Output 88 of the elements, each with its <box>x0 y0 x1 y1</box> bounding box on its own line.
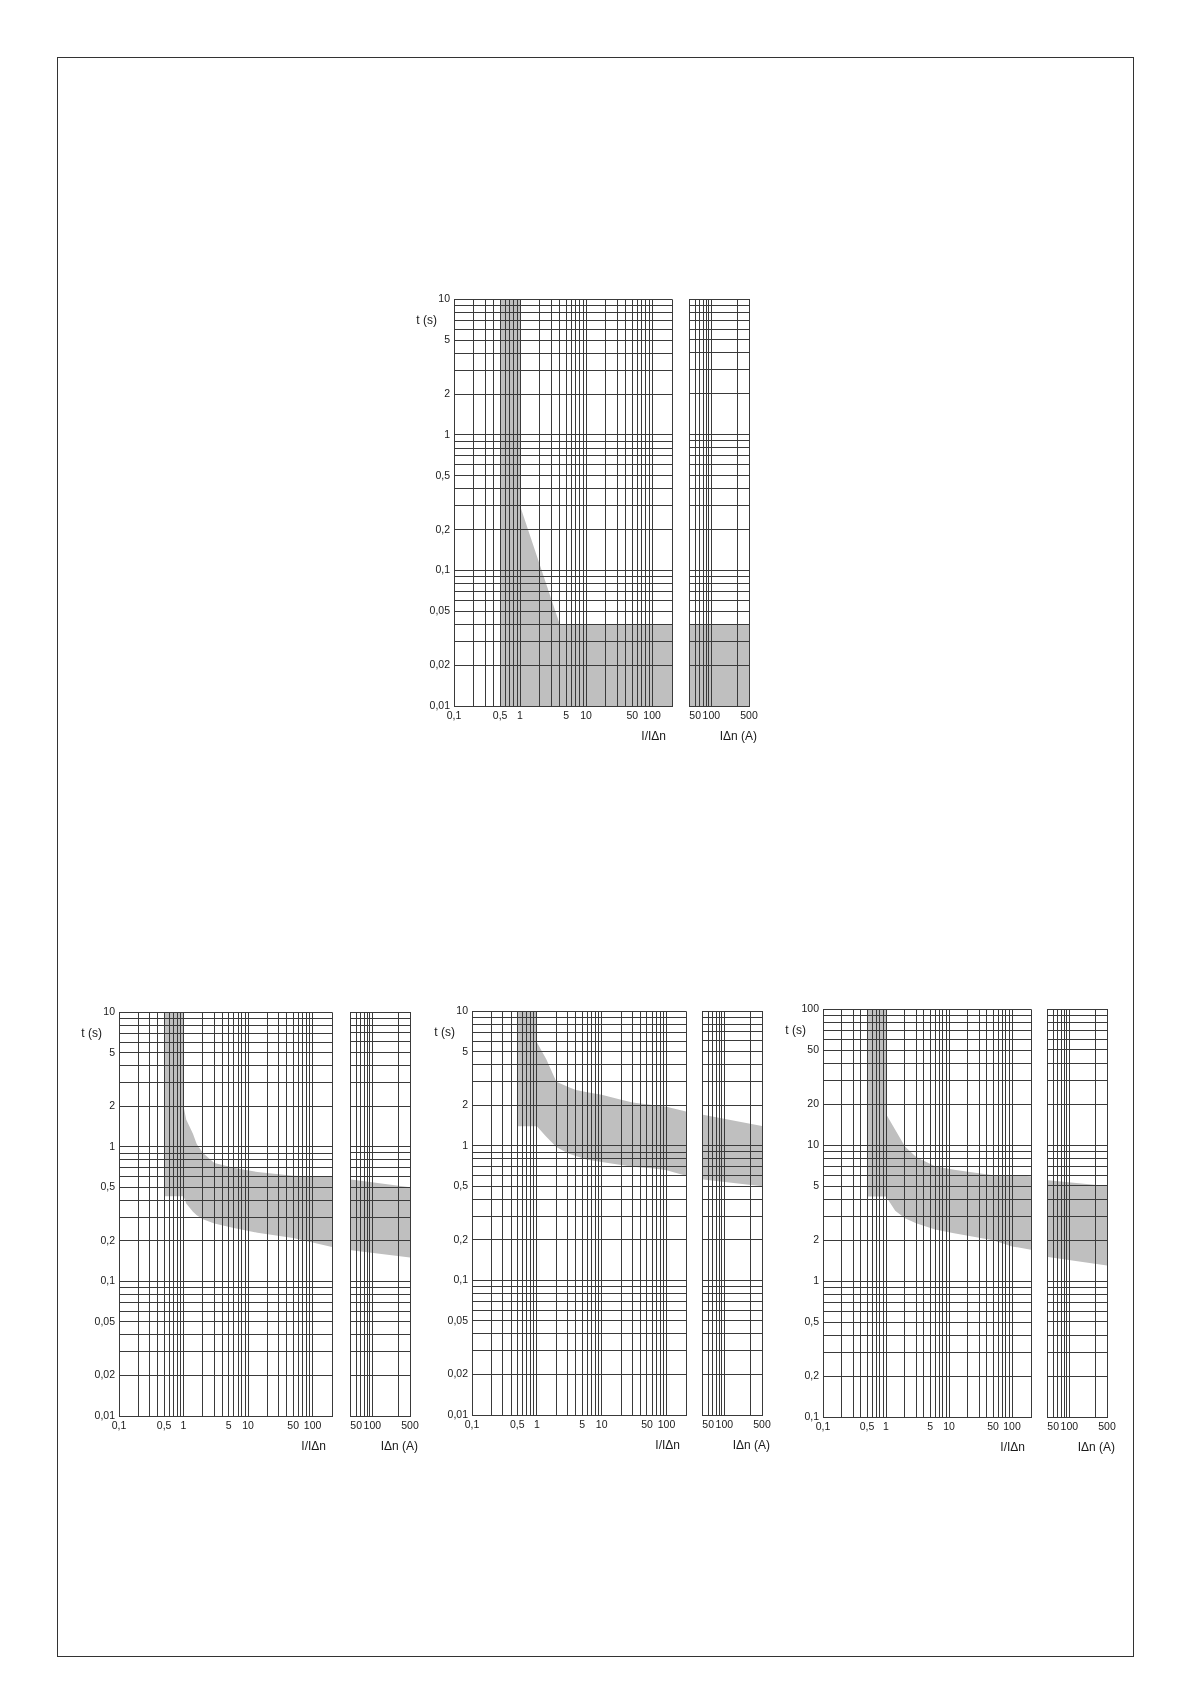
y-tick-label: 0,05 <box>94 1314 116 1327</box>
y-tick-label: 5 <box>109 1045 116 1058</box>
x-axis-title: I/IΔn <box>641 729 666 744</box>
y-tick-label: 0,5 <box>453 1179 469 1192</box>
x-tick-label: 50 <box>626 709 639 722</box>
y-tick-label: 2 <box>813 1233 820 1246</box>
x-tick-label: 0,5 <box>156 1419 172 1432</box>
x-tick-label: 5 <box>563 709 570 722</box>
x-tick-label: 10 <box>595 1418 608 1431</box>
x-tick-label: 500 <box>1098 1420 1116 1433</box>
x-tick-label: 500 <box>401 1419 419 1432</box>
y-axis-title: t (s) <box>785 1022 806 1037</box>
y-tick-label: 0,01 <box>447 1407 469 1420</box>
x-tick-label: 50 <box>689 709 702 722</box>
x-tick-label: 0,5 <box>510 1418 525 1431</box>
y-axis-title: t (s) <box>416 312 437 327</box>
x-axis-title: IΔn (A) <box>380 1439 418 1454</box>
x-tick-label: 1 <box>180 1419 187 1432</box>
y-tick-label: 10 <box>438 292 451 305</box>
y-tick-label: 0,1 <box>100 1274 116 1287</box>
x-tick-label: 100 <box>715 1418 734 1431</box>
y-tick-label: 0,2 <box>453 1232 469 1245</box>
x-tick-label: 10 <box>943 1420 956 1433</box>
y-axis-title: t (s) <box>434 1024 455 1039</box>
x-tick-label: 50 <box>350 1419 363 1432</box>
y-tick-label: 1 <box>444 427 451 440</box>
x-tick-label: 100 <box>643 709 662 722</box>
y-tick-label: 0,5 <box>435 468 451 481</box>
y-tick-label: 5 <box>813 1179 820 1191</box>
y-tick-label: 2 <box>109 1099 116 1112</box>
y-tick-label: 10 <box>807 1138 820 1151</box>
y-tick-label: 0,01 <box>94 1408 116 1421</box>
y-tick-label: 10 <box>103 1005 116 1018</box>
y-tick-label: 0,1 <box>804 1409 820 1422</box>
y-tick-label: 2 <box>462 1098 469 1111</box>
x-axis-title: IΔn (A) <box>1077 1440 1115 1455</box>
x-tick-label: 100 <box>1060 1420 1079 1433</box>
x-tick-label: 5 <box>579 1418 586 1431</box>
x-tick-label: 50 <box>987 1420 1000 1433</box>
x-tick-label: 100 <box>702 709 721 722</box>
x-tick-label: 1 <box>883 1420 890 1433</box>
x-tick-label: 100 <box>657 1418 676 1431</box>
y-tick-label: 0,2 <box>100 1233 116 1246</box>
x-tick-label: 500 <box>753 1418 771 1431</box>
y-tick-label: 0,02 <box>94 1368 116 1381</box>
y-tick-label: 0,5 <box>100 1180 116 1193</box>
x-axis-title: I/IΔn <box>301 1439 326 1454</box>
x-tick-label: 50 <box>1047 1420 1060 1433</box>
x-tick-label: 1 <box>533 1418 540 1431</box>
y-tick-label: 0,02 <box>447 1367 469 1380</box>
x-axis-title: I/IΔn <box>1000 1440 1025 1455</box>
y-tick-label: 1 <box>462 1138 469 1151</box>
x-axis-title: IΔn (A) <box>719 729 757 744</box>
x-tick-label: 100 <box>303 1419 322 1432</box>
x-tick-label: 0,5 <box>859 1420 875 1433</box>
y-tick-label: 5 <box>444 333 451 345</box>
y-tick-label: 10 <box>456 1004 469 1017</box>
x-tick-label: 0,5 <box>492 709 508 722</box>
x-tick-label: 50 <box>287 1419 300 1432</box>
x-tick-label: 5 <box>927 1420 934 1433</box>
y-tick-label: 50 <box>807 1043 820 1056</box>
y-tick-label: 1 <box>109 1139 116 1152</box>
y-tick-label: 0,1 <box>453 1273 469 1286</box>
x-axis-title: I/IΔn <box>655 1438 680 1453</box>
x-tick-label: 50 <box>641 1418 653 1431</box>
x-axis-title: IΔn (A) <box>732 1438 770 1453</box>
y-tick-label: 0,5 <box>804 1314 820 1327</box>
y-tick-label: 0,2 <box>804 1368 820 1381</box>
y-tick-label: 1 <box>813 1273 820 1286</box>
y-tick-label: 0,2 <box>435 522 451 535</box>
y-tick-label: 20 <box>807 1097 820 1110</box>
y-tick-label: 100 <box>801 1002 820 1015</box>
y-tick-label: 0,05 <box>447 1313 469 1326</box>
x-tick-label: 5 <box>225 1419 232 1432</box>
y-tick-label: 5 <box>462 1044 469 1057</box>
x-tick-label: 10 <box>580 709 593 722</box>
x-tick-label: 100 <box>1003 1420 1021 1433</box>
x-tick-label: 1 <box>517 709 524 722</box>
y-tick-label: 0,01 <box>429 698 451 711</box>
x-tick-label: 500 <box>740 709 758 722</box>
y-axis-title: t (s) <box>81 1025 102 1040</box>
y-tick-label: 0,05 <box>429 604 451 617</box>
x-tick-label: 10 <box>242 1419 255 1432</box>
x-tick-label: 50 <box>702 1418 715 1431</box>
y-tick-label: 0,02 <box>429 658 451 671</box>
x-tick-label: 100 <box>363 1419 382 1432</box>
y-tick-label: 2 <box>444 386 451 399</box>
y-tick-label: 0,1 <box>435 563 451 576</box>
